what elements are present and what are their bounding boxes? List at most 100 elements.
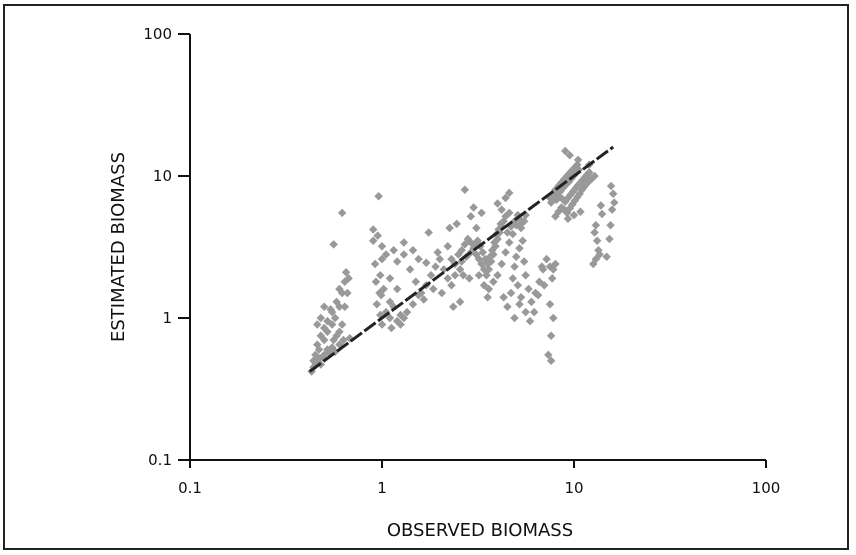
data-point: [547, 274, 557, 283]
data-point: [503, 302, 512, 311]
data-point: [501, 193, 510, 203]
data-point: [513, 281, 523, 290]
data-point: [479, 281, 489, 290]
data-point: [449, 302, 458, 311]
data-point: [447, 254, 456, 264]
data-point: [596, 201, 606, 210]
data-point: [392, 257, 402, 266]
fit-line: [308, 145, 615, 373]
data-point: [484, 284, 494, 294]
data-point: [399, 238, 409, 247]
x-tick-label: 10: [564, 479, 583, 497]
data-point: [337, 208, 347, 218]
data-point: [371, 277, 381, 286]
data-point: [402, 307, 412, 317]
data-point: [515, 243, 524, 253]
data-point: [605, 234, 614, 244]
data-point: [385, 297, 395, 307]
data-point: [545, 299, 555, 309]
data-point: [592, 236, 602, 245]
data-point: [505, 238, 514, 247]
data-point: [589, 259, 598, 269]
data-point: [455, 265, 465, 274]
data-point: [326, 305, 335, 314]
data-point: [510, 262, 519, 271]
x-tick-label: 100: [752, 479, 781, 497]
data-point: [602, 252, 611, 261]
data-point: [339, 335, 348, 345]
data-point: [399, 250, 409, 259]
data-point: [529, 307, 539, 317]
data-point: [452, 219, 461, 229]
x-axis-title: OBSERVED BIOMASS: [387, 520, 573, 541]
x-tick-label: 1: [377, 479, 387, 497]
data-point: [447, 281, 456, 290]
data-point: [374, 192, 383, 201]
data-point: [330, 313, 340, 323]
data-point: [540, 281, 549, 290]
data-point: [431, 262, 440, 271]
data-point: [472, 223, 481, 233]
data-point: [433, 248, 442, 257]
data-point: [335, 284, 344, 294]
data-point: [373, 231, 382, 240]
data-point: [341, 268, 351, 277]
data-point: [518, 236, 527, 245]
data-point: [392, 284, 402, 294]
data-point: [503, 228, 512, 237]
data-point: [493, 271, 502, 280]
data-point: [478, 248, 488, 257]
data-point: [606, 221, 615, 230]
data-point: [483, 259, 492, 269]
data-point: [426, 271, 436, 280]
data-point: [424, 228, 433, 237]
data-point: [508, 274, 518, 283]
data-point: [429, 284, 438, 294]
data-point: [323, 316, 332, 326]
data-point: [408, 299, 418, 309]
data-point: [439, 265, 449, 274]
data-point: [313, 320, 322, 329]
data-point: [396, 320, 405, 329]
data-point: [389, 246, 398, 255]
data-point: [546, 356, 556, 365]
data-point: [377, 242, 387, 251]
data-point: [332, 297, 341, 307]
data-point: [344, 274, 353, 283]
data-point: [483, 293, 492, 302]
data-point: [607, 205, 617, 214]
data-point: [527, 297, 536, 307]
data-point: [381, 250, 391, 259]
data-point: [376, 271, 385, 280]
data-point: [385, 313, 395, 323]
data-point: [385, 274, 395, 283]
data-point: [505, 208, 514, 218]
data-point: [485, 252, 495, 261]
data-point: [316, 331, 326, 340]
data-point: [376, 290, 386, 300]
data-point: [591, 221, 601, 230]
data-point: [542, 254, 551, 264]
data-point: [499, 293, 508, 302]
data-point: [457, 246, 466, 255]
data-point: [465, 274, 474, 283]
data-point: [490, 238, 499, 247]
data-point: [445, 223, 454, 233]
data-point: [408, 246, 418, 255]
data-point: [501, 248, 510, 257]
axes: [189, 34, 766, 461]
data-point: [437, 288, 447, 298]
data-point: [519, 257, 529, 266]
data-point: [387, 323, 396, 333]
data-point: [521, 307, 530, 317]
y-tick-label: 10: [153, 167, 172, 185]
data-point: [332, 331, 341, 340]
data-point: [497, 205, 506, 214]
data-point: [343, 288, 352, 298]
data-point: [460, 185, 470, 195]
data-point: [506, 288, 516, 298]
data-point: [443, 274, 452, 283]
data-point: [313, 340, 322, 349]
data-point: [399, 313, 409, 323]
